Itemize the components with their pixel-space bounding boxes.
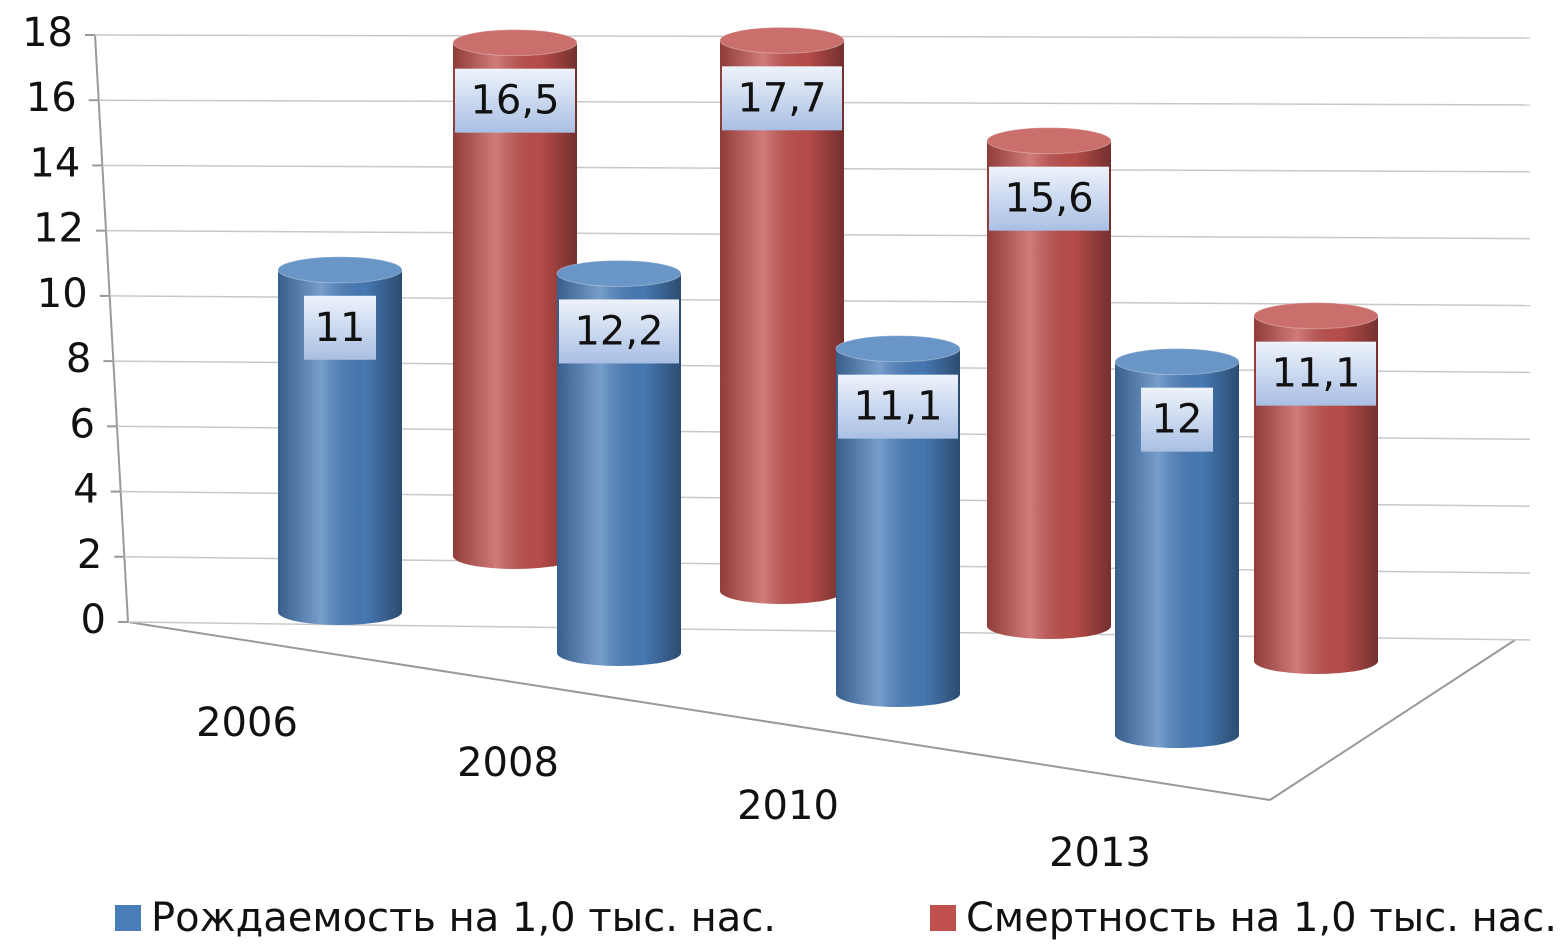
y-tick-label: 2 — [77, 532, 102, 578]
bar-top — [1253, 302, 1379, 330]
bar-top-light — [453, 29, 577, 56]
data-label-box — [304, 295, 376, 360]
bar-top-light — [987, 127, 1111, 154]
x-tick-label: 2006 — [196, 700, 298, 746]
y-tick-label: 16 — [26, 75, 77, 121]
bar-top — [986, 127, 1112, 155]
data-label: 12 — [1152, 397, 1203, 443]
data-label-box — [722, 66, 842, 131]
legend-label: Смертность на 1,0 тыс. нас. — [966, 895, 1557, 941]
y-tick-label: 18 — [22, 10, 73, 56]
x-tick-label: 2013 — [1049, 830, 1151, 876]
bar-top-light — [557, 260, 681, 287]
y-tick-label: 14 — [29, 140, 80, 186]
bar-top-light — [720, 27, 844, 54]
y-tick-label: 4 — [73, 467, 98, 513]
data-label-box — [989, 166, 1109, 231]
y-tick-label: 0 — [81, 597, 106, 643]
bar-top-light — [1254, 302, 1378, 329]
bar-top-light — [836, 335, 960, 362]
legend-swatch — [115, 905, 141, 931]
floor-edge — [1269, 639, 1516, 801]
y-tick-label: 12 — [33, 206, 84, 252]
x-tick-label: 2008 — [457, 740, 559, 786]
y-tick-label: 10 — [37, 271, 88, 317]
bar-top — [277, 256, 403, 284]
bar-top — [1114, 348, 1240, 376]
bar-top-light — [1115, 348, 1239, 375]
data-label-box — [1256, 341, 1376, 406]
y-axis — [94, 34, 129, 623]
data-label: 15,6 — [1004, 176, 1093, 222]
legend-label: Рождаемость на 1,0 тыс. нас. — [151, 895, 776, 941]
bar-top — [835, 335, 961, 363]
data-label: 17,7 — [737, 75, 826, 121]
data-label: 16,5 — [470, 78, 559, 124]
data-label-box — [1141, 387, 1213, 452]
legend-swatch — [930, 905, 956, 931]
floor-edge — [127, 621, 1271, 801]
data-label: 12,2 — [574, 308, 663, 354]
bar-top-light — [278, 256, 402, 283]
data-label: 11,1 — [853, 384, 942, 430]
data-label: 11,1 — [1271, 351, 1360, 397]
bar-top — [719, 26, 845, 54]
y-tick-label: 8 — [66, 336, 91, 382]
bar-top — [452, 29, 578, 57]
data-label-box — [455, 68, 575, 133]
bar-shade — [720, 40, 844, 592]
data-label-box — [559, 299, 679, 364]
bar-top — [556, 259, 682, 287]
data-label-box — [838, 374, 958, 439]
y-tick-label: 6 — [70, 401, 95, 447]
x-tick-label: 2010 — [737, 783, 839, 829]
data-label: 11 — [315, 305, 366, 351]
